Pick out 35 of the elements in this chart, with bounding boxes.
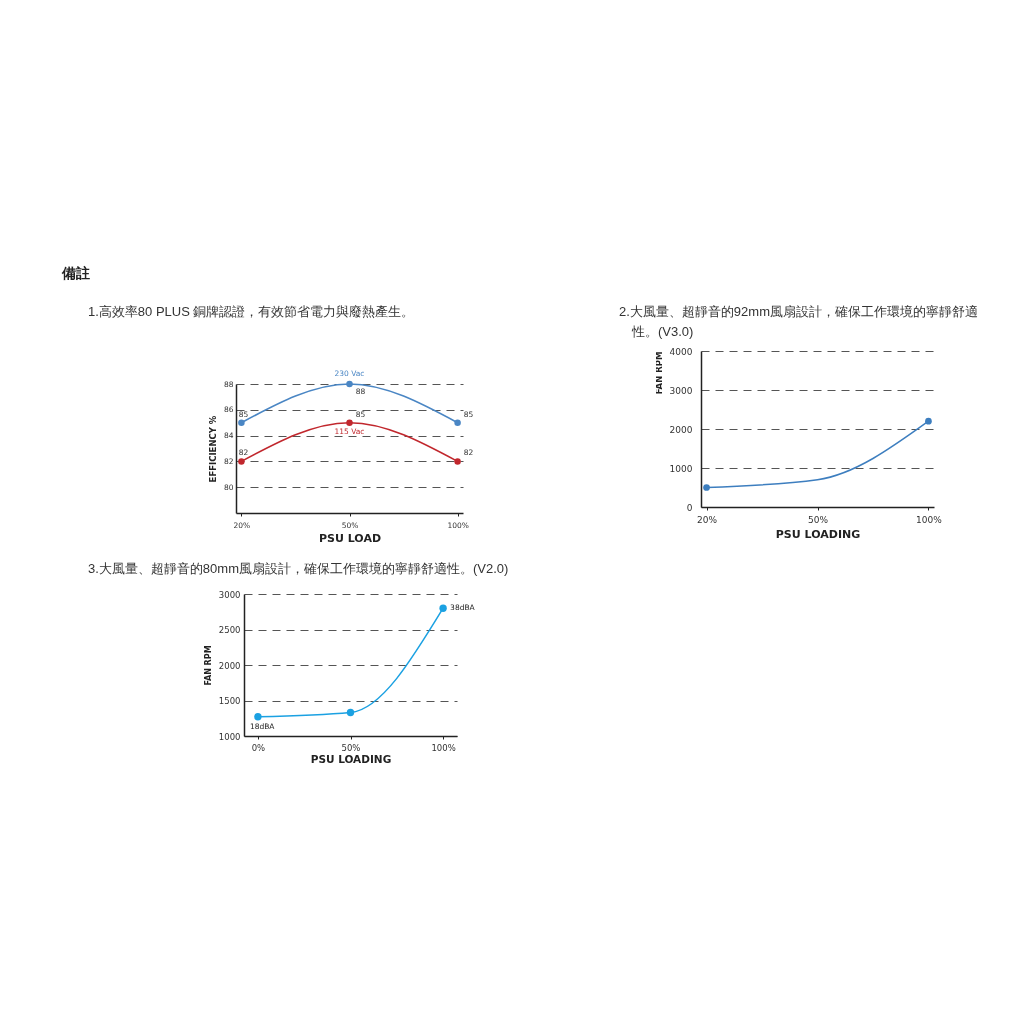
x-tick-label: 50%	[807, 514, 829, 525]
y-tick-label: 2000	[669, 424, 693, 435]
point	[454, 419, 461, 426]
y-axis-title: FAN RPM	[203, 645, 213, 686]
point	[439, 604, 447, 612]
x-axis-title: PSU LOADING	[775, 527, 861, 541]
x-tick-label: 50%	[341, 742, 361, 753]
point	[454, 458, 461, 465]
point	[238, 458, 245, 465]
point	[238, 419, 245, 426]
y-tick-label: 0	[686, 502, 693, 513]
point	[254, 713, 262, 721]
y-tick-label: 1500	[218, 696, 241, 706]
text: 備註	[62, 264, 90, 282]
point	[346, 380, 353, 388]
x-axis-title: PSU LOADING	[310, 753, 392, 765]
y-tick-label: 1000	[669, 463, 693, 474]
y-tick-label: 3000	[218, 589, 241, 600]
point	[346, 419, 353, 426]
y-axis-title: EFFICIENCY %	[207, 415, 218, 483]
x-tick-label: 100%	[916, 514, 943, 525]
point	[346, 708, 355, 717]
x-tick-label: 0%	[251, 742, 266, 753]
chart-title: 1.高效率80 PLUS 銅牌認證，有效節省電力與廢熱產生。	[88, 303, 415, 321]
y-tick-label: 3000	[669, 385, 693, 396]
y-tick-label: 2500	[218, 625, 241, 635]
x-axis-title: PSU LOAD	[318, 532, 382, 545]
y-tick-label: 4000	[669, 346, 693, 357]
chart-title: 3.大風量、超靜音的80mm風扇設計，確保工作環境的寧靜舒適性。(V2.0)	[88, 560, 509, 578]
x-tick-label: 100%	[431, 742, 456, 753]
y-tick-label: 2000	[218, 660, 241, 671]
chart-title: 2.大風量、超靜音的92mm風扇設計，確保工作環境的寧靜舒適性。(V3.0)	[619, 303, 979, 341]
y-tick-label: 1000	[218, 731, 241, 742]
x-tick-label: 20%	[697, 514, 718, 525]
y-axis-title: FAN RPM	[653, 351, 664, 395]
